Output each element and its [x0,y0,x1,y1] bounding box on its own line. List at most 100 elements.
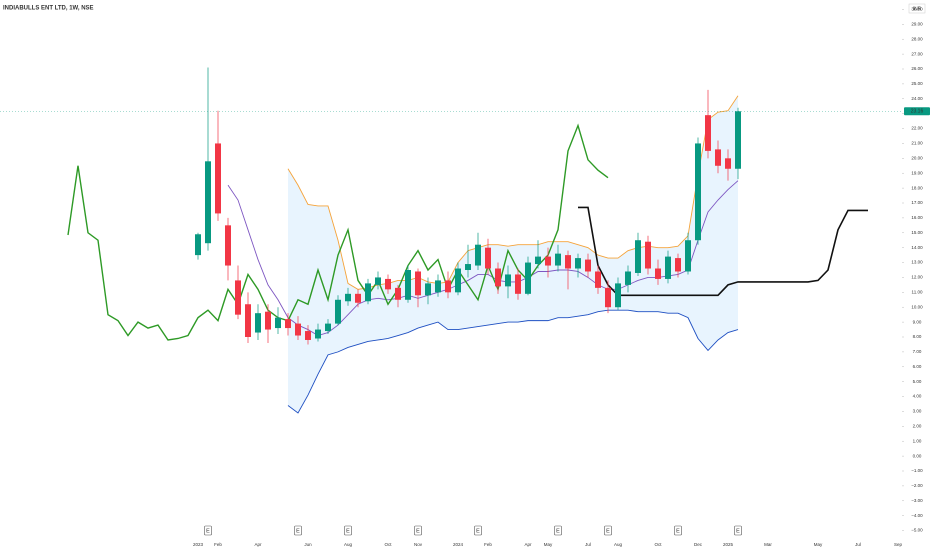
candle-body [675,258,681,272]
x-tick-label: Jul [585,542,591,547]
candle-body [525,262,531,294]
earnings-box [414,525,422,536]
candle-body [715,149,721,166]
price-tag-label: 23.16 [911,109,924,115]
candle-body [265,311,271,330]
candle-body [205,161,211,244]
y-tick-label: 4.00 [913,394,922,399]
earnings-marker: E [556,528,560,534]
earnings-marker: E [736,528,740,534]
y-tick-label: 2.00 [913,424,922,429]
candle-body [545,256,551,266]
candle-body [345,293,351,302]
candle-body [505,274,511,287]
y-tick-label: 3.00 [913,409,922,414]
candle-body [685,240,691,272]
x-tick-label: Apr [254,542,262,547]
candle-body [435,280,441,293]
candle-body [385,278,391,290]
x-tick-label: Oct [654,542,662,547]
candle-body [555,253,561,266]
candle-body [465,264,471,270]
candle-body [585,259,591,272]
candle-body [455,268,461,293]
candle-body [625,271,631,285]
candle-body [635,240,641,273]
earnings-box [204,525,212,536]
y-tick-label: 9.00 [913,319,922,324]
candle-body [475,244,481,266]
candle-body [395,287,401,300]
y-tick-label: 15.00 [911,230,923,235]
earnings-marker: E [676,528,680,534]
candle-body [725,158,731,169]
y-tick-label: −5.00 [911,528,923,533]
indicator-line [578,206,868,297]
candle-body [365,283,371,302]
y-tick-label: 16.00 [911,215,923,220]
candle-body [695,143,701,241]
candle-body [565,255,571,269]
candle-body [575,258,581,269]
candle-body [295,323,301,336]
candle-body [425,283,431,296]
x-tick-label: 2023 [193,542,204,547]
candle-body [735,111,741,169]
candle-body [705,115,711,151]
y-tick-label: 22.00 [911,126,923,131]
earnings-box [734,525,742,536]
y-tick-label: 27.00 [911,51,923,56]
y-tick-label: 30.00 [911,7,923,12]
earnings-box [474,525,482,536]
candle-body [495,268,501,287]
y-tick-label: 24.00 [911,96,923,101]
x-tick-label: May [814,542,823,547]
candle-body [305,331,311,340]
candle-body [415,271,421,296]
earnings-box [344,525,352,536]
y-tick-label: 13.00 [911,260,923,265]
candle-body [535,256,541,265]
x-tick-label: May [544,542,553,547]
candle-body [445,280,451,293]
candle-body [645,241,651,269]
earnings-box [604,525,612,536]
x-tick-label: Sep [894,542,903,547]
indicator-line [227,180,739,336]
earnings-marker: E [206,528,210,534]
candle-body [485,247,491,269]
candle-body [665,256,671,279]
y-tick-label: 10.00 [911,304,923,309]
earnings-marker: E [296,528,300,534]
x-tick-label: Aug [344,542,353,547]
candle-body [595,271,601,288]
candle-body [605,287,611,308]
indicator-line [287,309,739,414]
x-tick-label: Feb [484,542,492,547]
earnings-marker: E [476,528,480,534]
x-tick-label: Jul [855,542,861,547]
x-tick-label: 2024 [453,542,464,547]
y-tick-label: −3.00 [911,498,923,503]
y-tick-label: 8.00 [913,334,922,339]
y-tick-label: 7.00 [913,349,922,354]
candle-body [315,329,321,339]
x-tick-label: Nov [414,542,423,547]
y-tick-label: 1.00 [913,438,922,443]
currency: INR [913,6,922,12]
x-tick-label: Oct [384,542,392,547]
y-tick-label: −1.00 [911,468,923,473]
chart-title: INDIABULLS ENT LTD, 1W, NSE [3,6,94,12]
x-tick-label: Mar [764,542,772,547]
x-tick-label: Aug [614,542,623,547]
candle-body [335,299,341,324]
y-tick-label: 26.00 [911,66,923,71]
earnings-box [674,525,682,536]
candle-body [515,274,521,294]
earnings-marker: E [606,528,610,534]
candle-body [285,319,291,329]
y-tick-label: 21.00 [911,141,923,146]
earnings-box [554,525,562,536]
